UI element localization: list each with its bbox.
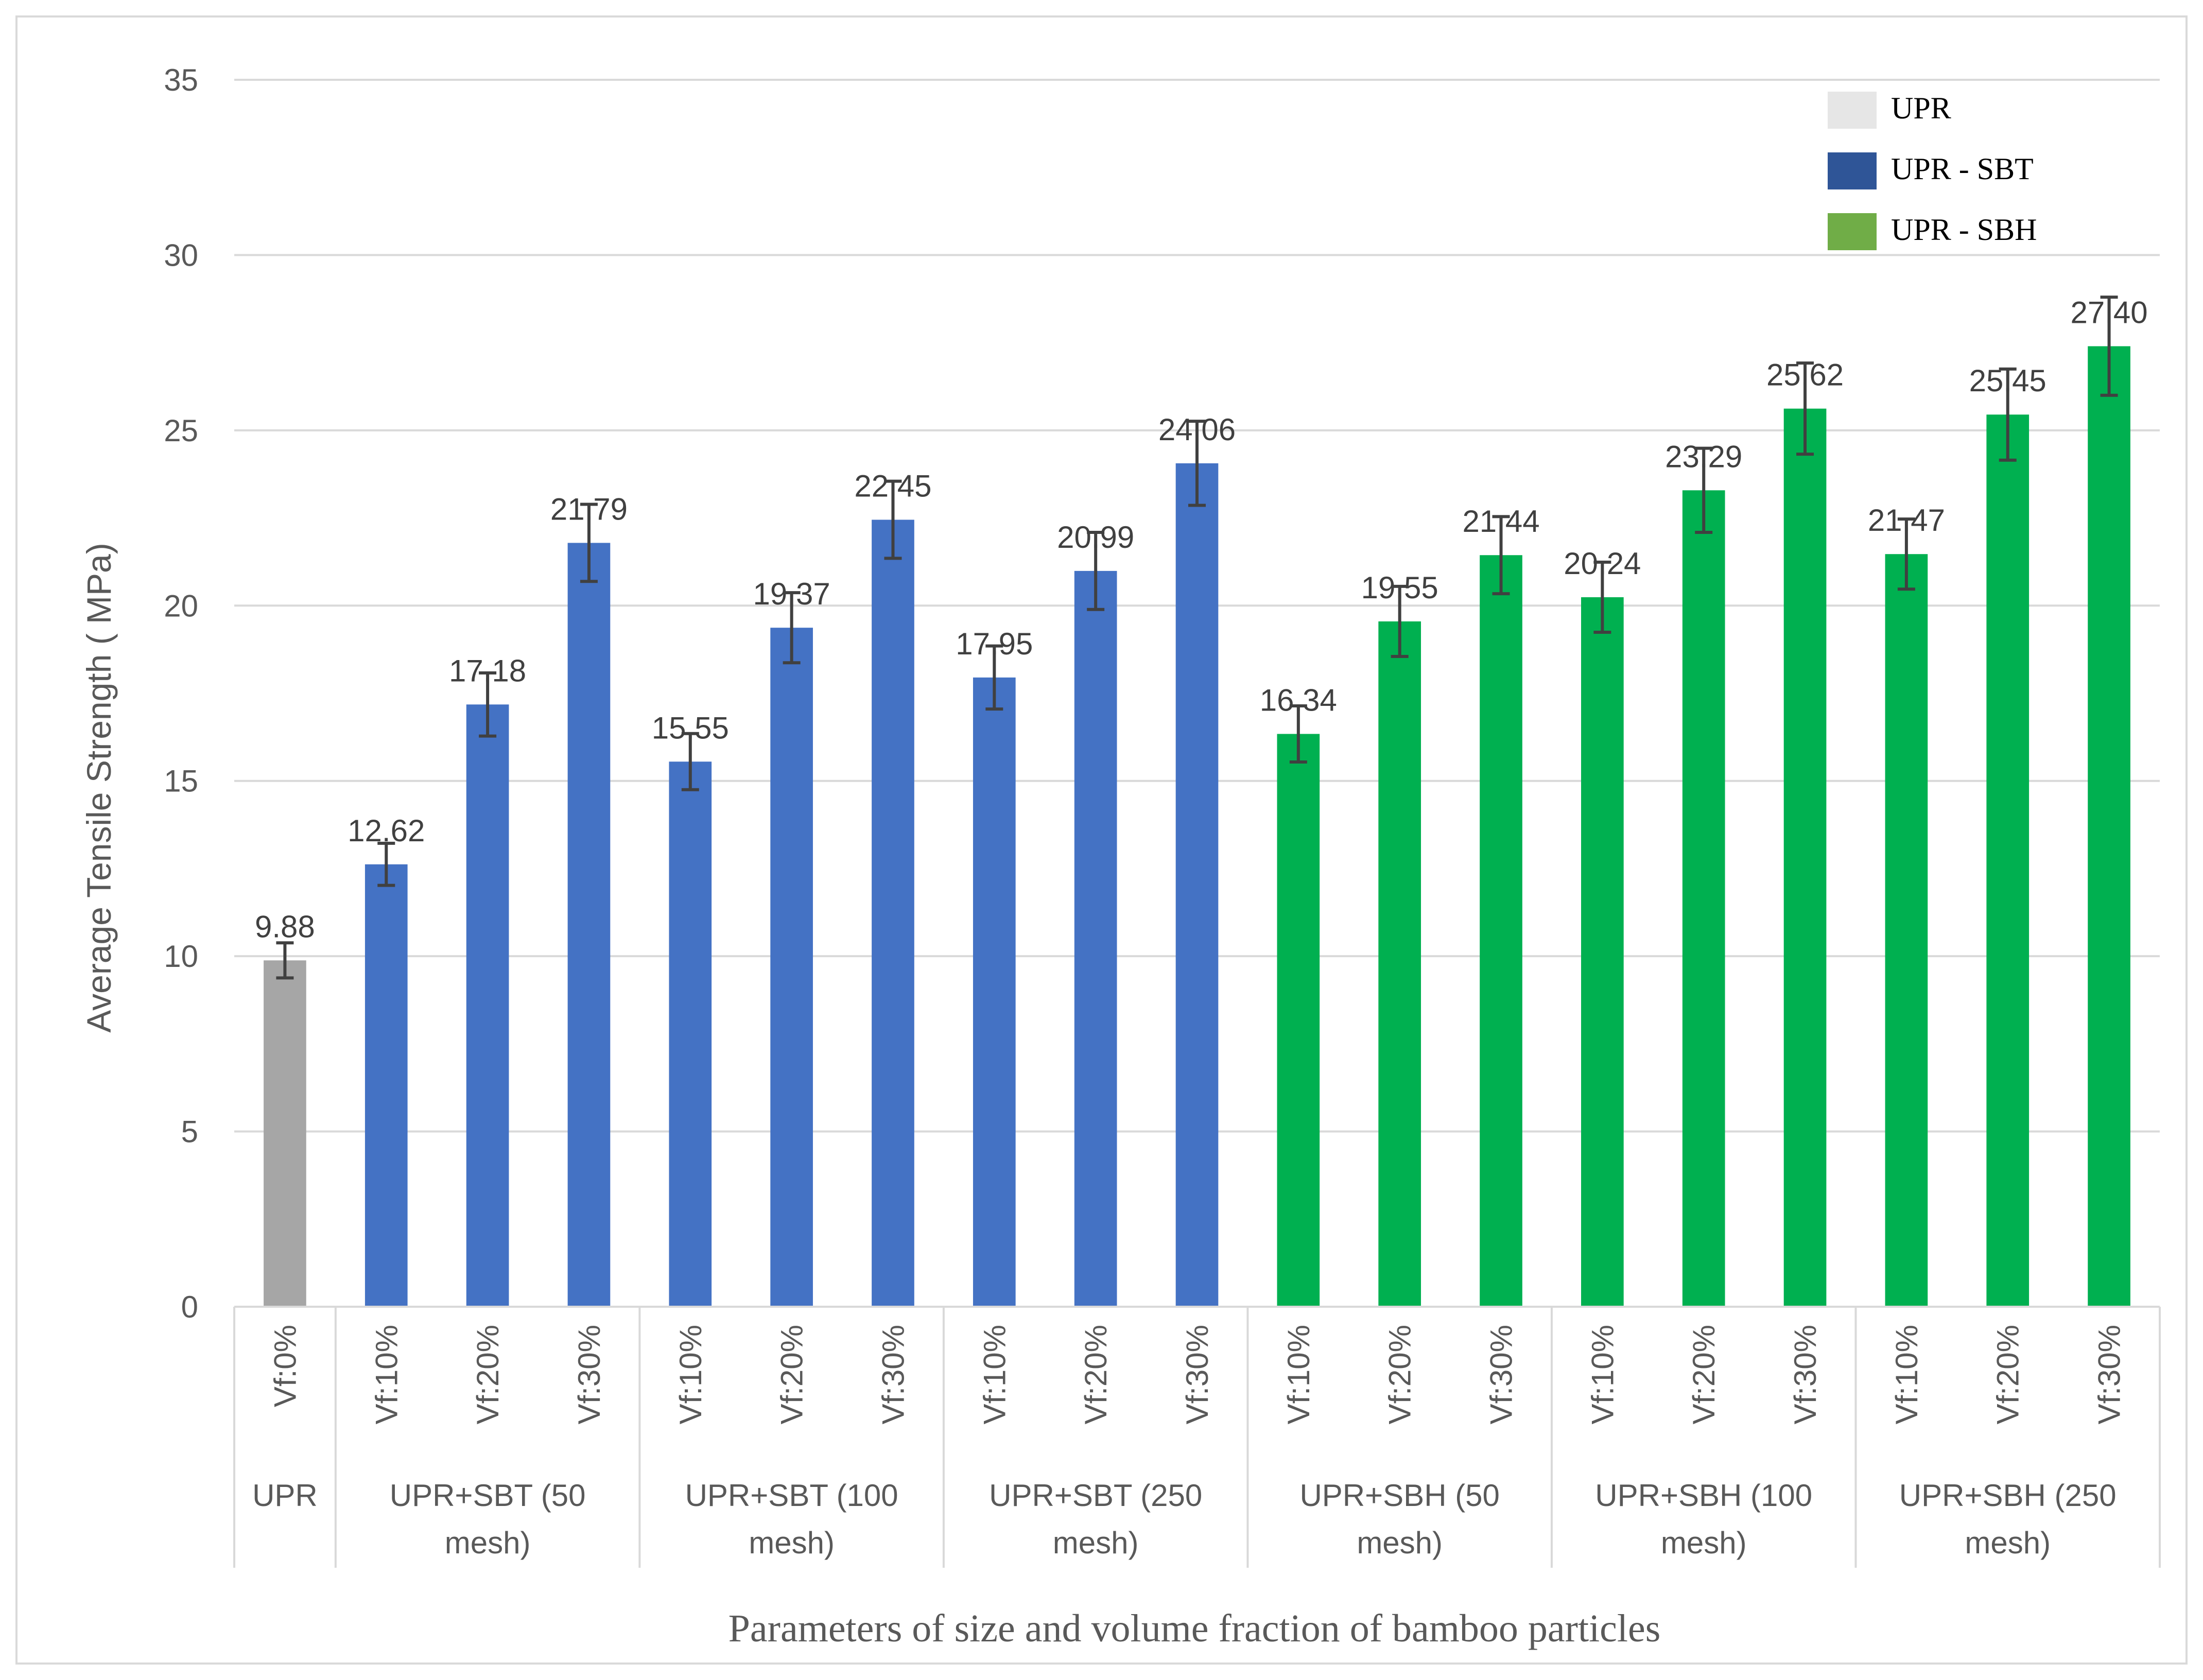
group-label: UPR+SBT (100 <box>685 1478 898 1513</box>
category-label: Vf:10% <box>673 1325 708 1424</box>
data-label: 24.06 <box>1158 412 1236 447</box>
category-label: Vf:20% <box>1079 1325 1113 1424</box>
data-label: 17.18 <box>449 653 526 688</box>
group-label: UPR+SBT (50 <box>390 1478 586 1513</box>
data-label: 22.45 <box>854 469 931 503</box>
data-label: 25.62 <box>1766 358 1844 392</box>
bar <box>567 543 611 1307</box>
category-label: Vf:20% <box>1991 1325 2025 1424</box>
group-label: mesh) <box>1965 1526 2051 1560</box>
category-label: Vf:30% <box>1788 1325 1823 1424</box>
legend-label: UPR <box>1891 91 1951 125</box>
group-label: UPR+SBH (250 <box>1899 1478 2117 1513</box>
bar <box>1480 555 1522 1307</box>
category-label: Vf:10% <box>369 1325 404 1424</box>
category-label: Vf:20% <box>775 1325 809 1424</box>
y-tick-label: 15 <box>164 764 198 799</box>
bar <box>872 519 914 1307</box>
bar <box>466 704 509 1307</box>
group-label: UPR+SBH (50 <box>1299 1478 1499 1513</box>
bar <box>973 677 1016 1307</box>
category-label: Vf:30% <box>1484 1325 1519 1424</box>
group-label: mesh) <box>1053 1526 1139 1560</box>
y-tick-label: 25 <box>164 413 198 448</box>
data-label: 16.34 <box>1260 683 1337 717</box>
y-tick-label: 10 <box>164 939 198 974</box>
category-label: Vf:0% <box>268 1325 302 1407</box>
legend-swatch <box>1828 152 1877 189</box>
category-label: Vf:10% <box>1889 1325 1924 1424</box>
x-axis-category-labels: Vf:0% UPR Vf:10% Vf:20% Vf:30% UPR+SBT (50 mes… <box>233 1306 2161 1568</box>
bar <box>1277 734 1320 1307</box>
data-label: 15.55 <box>652 711 729 745</box>
legend-label: UPR - SBH <box>1891 213 2037 247</box>
data-label: 20.99 <box>1057 520 1134 555</box>
category-label: Vf:30% <box>2092 1325 2127 1424</box>
x-axis-title: Parameters of size and volume fraction o… <box>728 1607 1661 1650</box>
data-label: 21.47 <box>1868 503 1945 538</box>
data-label: 19.55 <box>1361 570 1438 605</box>
data-label: 19.37 <box>753 577 830 611</box>
category-label: Vf:20% <box>1383 1325 1417 1424</box>
y-tick-label: 0 <box>181 1290 198 1324</box>
data-label: 12.62 <box>348 813 425 848</box>
bar <box>1885 554 1928 1307</box>
y-tick-label: 35 <box>164 63 198 97</box>
category-label: Vf:10% <box>1281 1325 1316 1424</box>
y-axis-tick-labels: 0 5 10 15 20 25 30 35 <box>164 63 198 1324</box>
group-label: UPR+SBT (250 <box>989 1478 1202 1513</box>
legend-label: UPR - SBT <box>1891 152 2034 186</box>
group-label: mesh) <box>1661 1526 1747 1560</box>
data-label: 23.29 <box>1665 439 1742 474</box>
bar <box>1378 621 1421 1307</box>
category-label: Vf:30% <box>1180 1325 1215 1424</box>
legend-swatch <box>1828 92 1877 129</box>
bar <box>1175 463 1219 1307</box>
y-axis-title: Average Tensile Strength ( MPa) <box>80 543 118 1032</box>
y-tick-label: 20 <box>164 588 198 623</box>
data-label: 20.24 <box>1564 546 1641 581</box>
bar <box>1581 597 1624 1307</box>
bars <box>264 346 2130 1307</box>
bar <box>1986 414 2029 1307</box>
group-label: UPR <box>252 1478 318 1513</box>
legend: UPR UPR - SBT UPR - SBH <box>1828 91 2037 250</box>
y-tick-label: 5 <box>181 1115 198 1149</box>
category-label: Vf:10% <box>977 1325 1012 1424</box>
bar <box>1783 408 1827 1307</box>
data-label: 21.79 <box>550 492 628 526</box>
bar <box>2088 346 2130 1307</box>
group-label: mesh) <box>749 1526 835 1560</box>
category-label: Vf:30% <box>572 1325 606 1424</box>
bar <box>1074 570 1117 1307</box>
bar <box>264 960 306 1307</box>
group-label: mesh) <box>445 1526 531 1560</box>
group-label: UPR+SBH (100 <box>1595 1478 1812 1513</box>
data-label: 17.95 <box>956 627 1033 661</box>
category-label: Vf:20% <box>471 1325 505 1424</box>
legend-swatch <box>1828 213 1877 250</box>
data-labels: 9.88 12.62 17.18 21.79 15.55 19.37 22.45 17.95 2… <box>255 295 2148 944</box>
category-label: Vf:30% <box>876 1325 910 1424</box>
data-label: 21.44 <box>1462 504 1539 539</box>
error-bars <box>276 296 2118 980</box>
y-tick-label: 30 <box>164 238 198 272</box>
bar <box>1682 490 1725 1307</box>
category-label: Vf:10% <box>1585 1325 1620 1424</box>
bar <box>365 864 408 1307</box>
bar <box>669 761 712 1307</box>
bar <box>770 628 813 1307</box>
category-label: Vf:20% <box>1687 1325 1721 1424</box>
group-label: mesh) <box>1357 1526 1443 1560</box>
data-label: 9.88 <box>255 909 315 944</box>
data-label: 25.45 <box>1969 363 2046 398</box>
data-label: 27.40 <box>2071 295 2148 330</box>
